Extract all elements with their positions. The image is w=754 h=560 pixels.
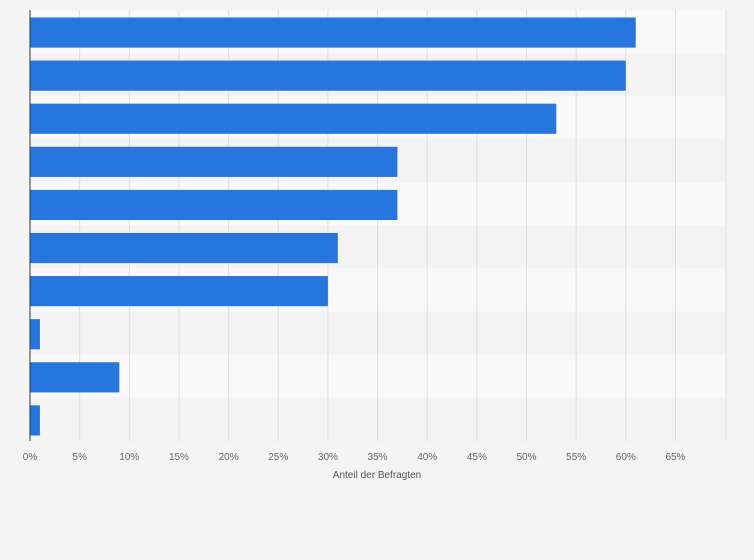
x-axis-title: Anteil der Befragten [333, 470, 421, 481]
bar[interactable] [30, 405, 40, 436]
bar[interactable] [30, 146, 398, 177]
bar[interactable] [30, 362, 120, 393]
x-tick-label: 60% [616, 452, 636, 463]
bar[interactable] [30, 319, 40, 350]
bar[interactable] [30, 189, 398, 221]
x-tick-label: 0% [23, 452, 38, 463]
x-tick-label: 65% [665, 452, 685, 463]
bar[interactable] [30, 60, 626, 91]
x-tick-label: 35% [368, 452, 388, 463]
bar[interactable] [30, 276, 328, 307]
x-tick-label: 55% [566, 452, 586, 463]
x-tick-label: 50% [516, 452, 536, 463]
x-tick-label: 45% [467, 452, 487, 463]
bar[interactable] [30, 103, 557, 134]
bar[interactable] [30, 232, 338, 264]
bar[interactable] [30, 17, 636, 48]
x-tick-labels: 0% 5% 10% 15% 20% 25% 30% 35% 40% 45% 50% 55% 60% 65% [23, 452, 686, 463]
x-tick-label: 15% [169, 452, 189, 463]
x-tick-label: 10% [119, 452, 139, 463]
x-tick-label: 20% [219, 452, 239, 463]
x-tick-label: 40% [417, 452, 437, 463]
bars [30, 17, 636, 436]
x-tick-label: 25% [268, 452, 288, 463]
x-tick-label: 5% [72, 452, 87, 463]
x-tick-label: 30% [318, 452, 338, 463]
